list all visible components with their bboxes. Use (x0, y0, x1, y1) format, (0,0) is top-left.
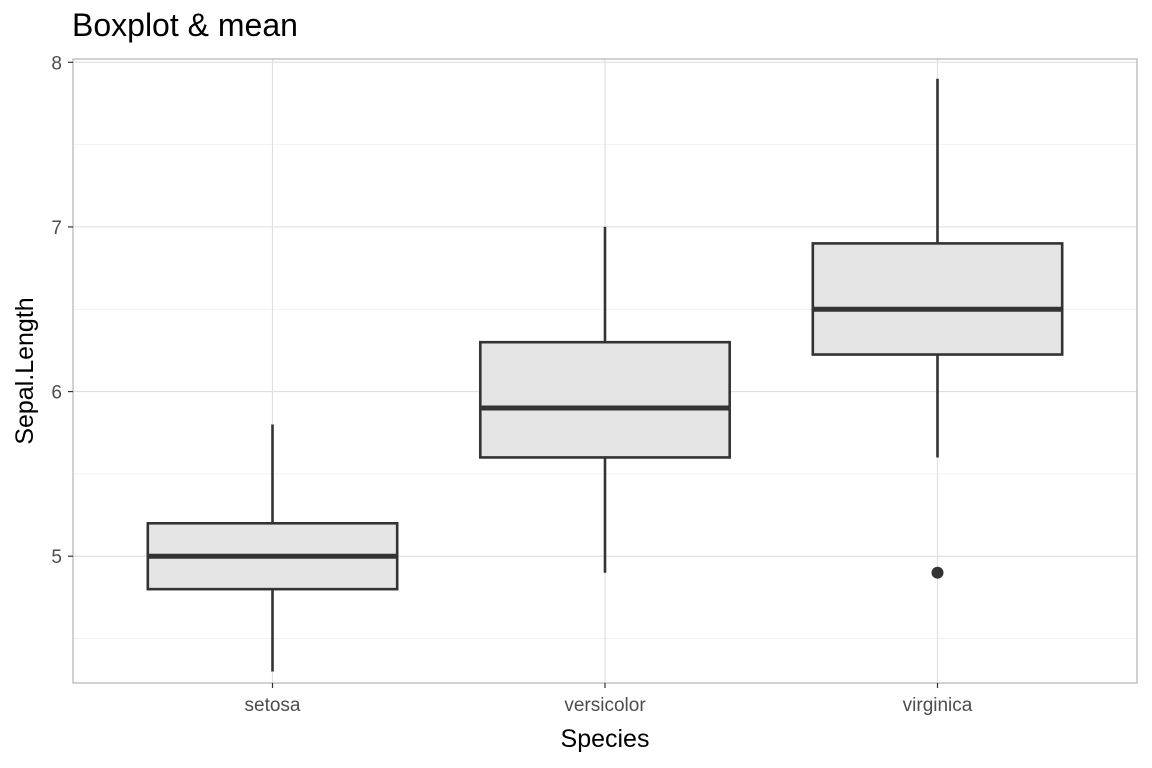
y-tick-label: 7 (51, 218, 62, 239)
x-axis-title: Species (561, 725, 650, 753)
box-versicolor (479, 226, 731, 573)
axis-ticks: 5 6 7 8 setosa versicolor virginica (51, 53, 972, 716)
boxes (146, 78, 1064, 672)
y-tick-label: 5 (51, 547, 62, 568)
outlier-point (931, 566, 944, 579)
y-tick-label: 6 (51, 383, 62, 404)
x-tick-label: virginica (903, 695, 973, 716)
y-tick-label: 8 (51, 53, 62, 74)
chart-title: Boxplot & mean (72, 7, 298, 43)
box-setosa (146, 424, 399, 672)
box-iqr (479, 340, 731, 459)
box-iqr (811, 242, 1064, 356)
x-tick-label: versicolor (564, 695, 646, 716)
box-virginica (811, 78, 1064, 579)
x-tick-label: setosa (245, 695, 301, 716)
y-axis-title: Sepal.Length (11, 297, 39, 444)
